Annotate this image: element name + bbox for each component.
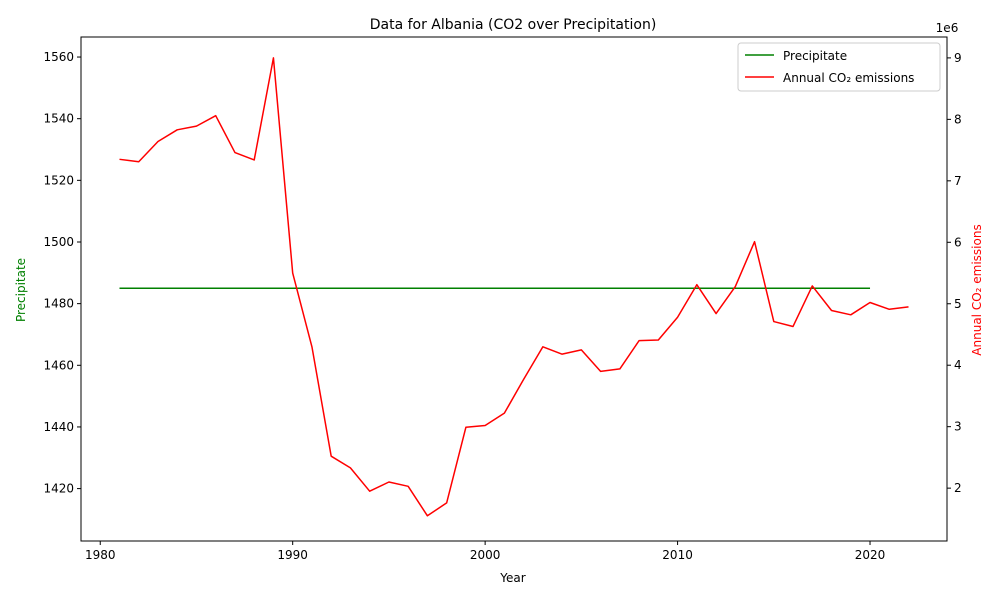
y-left-tick-label: 1520 (43, 173, 74, 187)
legend: Precipitate Annual CO₂ emissions (737, 42, 941, 92)
plot-area (80, 36, 948, 542)
y-axis-left: 1420 1440 1460 1480 1500 1520 1540 1560 (43, 50, 81, 496)
x-axis: 1980 1990 2000 2010 2020 (85, 541, 885, 562)
chart-title: Data for Albania (CO2 over Precipitation… (370, 17, 657, 33)
y-left-tick-label: 1480 (43, 297, 74, 311)
y-right-tick-label: 6 (954, 235, 962, 249)
y-left-tick-label: 1420 (43, 482, 74, 496)
y-right-tick-label: 2 (954, 481, 962, 495)
right-axis-multiplier: 1e6 (936, 21, 959, 35)
y-right-tick-label: 5 (954, 297, 962, 311)
x-tick-label: 1980 (85, 548, 116, 562)
series-line-co2 (119, 57, 909, 517)
y-axis-right: 2 3 4 5 6 7 8 9 (947, 51, 962, 495)
plot-frame (80, 36, 948, 542)
x-tick-label: 2010 (662, 548, 693, 562)
legend-box (737, 42, 941, 92)
y-axis-right-title: Annual CO₂ emissions (970, 224, 984, 355)
legend-label-co2: Annual CO₂ emissions (783, 71, 914, 85)
y-left-tick-label: 1460 (43, 358, 74, 372)
y-right-tick-label: 9 (954, 51, 962, 65)
x-tick-label: 2020 (855, 548, 886, 562)
y-left-tick-label: 1540 (43, 112, 74, 126)
series-layer (119, 57, 909, 517)
y-left-tick-label: 1560 (43, 50, 74, 64)
y-right-tick-label: 7 (954, 174, 962, 188)
x-tick-label: 1990 (277, 548, 308, 562)
x-tick-label: 2000 (470, 548, 501, 562)
x-axis-title: Year (499, 571, 525, 585)
legend-label-precipitate: Precipitate (783, 49, 847, 63)
y-right-tick-label: 3 (954, 420, 962, 434)
y-right-tick-label: 8 (954, 112, 962, 126)
y-right-tick-label: 4 (954, 358, 962, 372)
y-left-tick-label: 1440 (43, 420, 74, 434)
y-axis-left-title: Precipitate (14, 258, 28, 322)
y-left-tick-label: 1500 (43, 235, 74, 249)
